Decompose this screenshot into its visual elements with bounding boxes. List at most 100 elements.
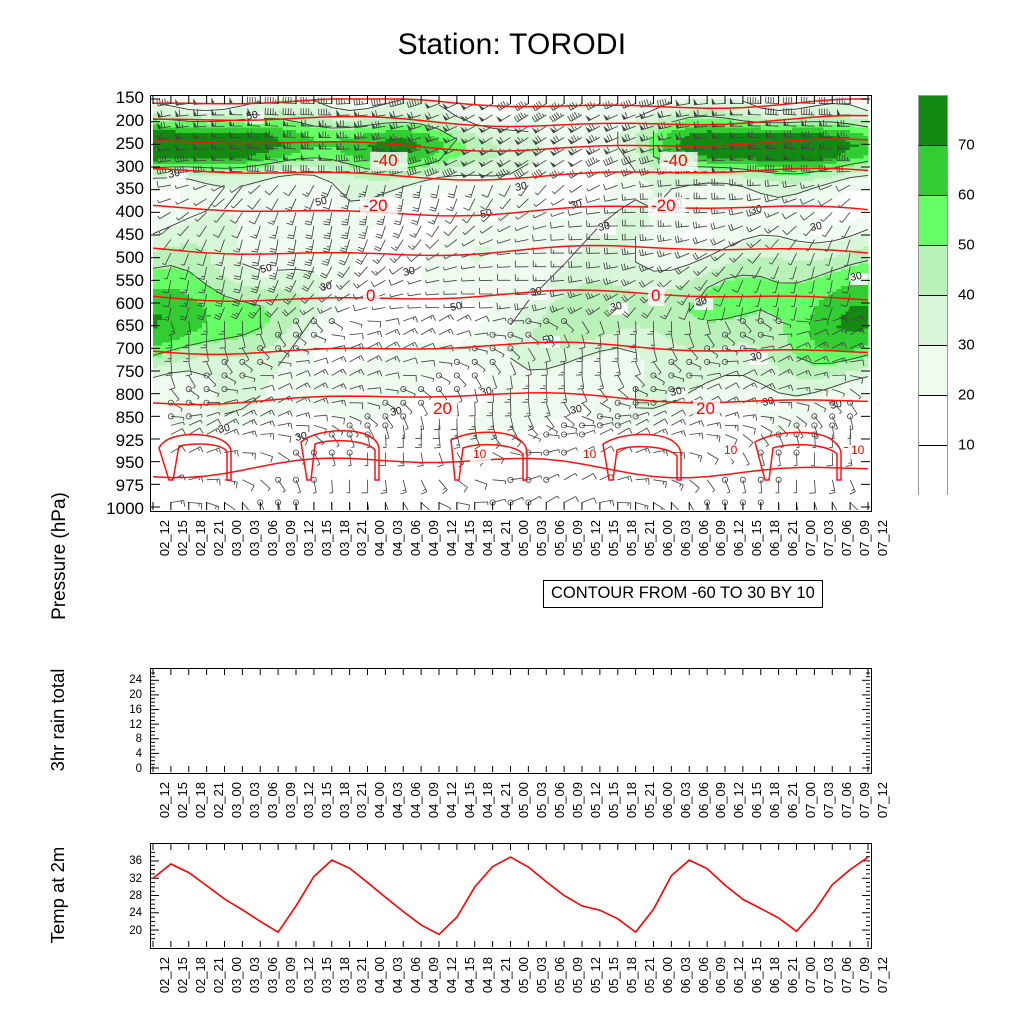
wind-barb-shaft	[760, 356, 773, 363]
wind-barb-half	[772, 291, 776, 294]
wind-barb-pennant	[836, 108, 841, 116]
wind-barb-shaft	[438, 314, 451, 322]
wind-barb-full	[231, 313, 238, 318]
wind-barb-half	[380, 191, 384, 194]
temp-panel-y-axis: 36 32 28 24 20	[96, 843, 142, 949]
wind-barb-full	[746, 242, 752, 249]
wind-barb-shaft	[510, 416, 514, 430]
wind-barb-half	[299, 332, 303, 335]
wind-barb-shaft	[849, 479, 856, 492]
wind-barb-pennant	[229, 153, 233, 161]
wind-barb-half	[409, 411, 413, 415]
wind-barb-full	[388, 268, 393, 275]
wind-barb-full	[610, 445, 615, 452]
wind-barb-half	[422, 488, 426, 491]
x-tick-label: 03_00	[229, 782, 244, 818]
wind-barb-half	[734, 412, 737, 417]
humidity-contour-line	[224, 395, 261, 415]
wind-barb-calm	[489, 358, 496, 365]
wind-barb-shaft	[706, 452, 719, 460]
wind-barb-full	[623, 263, 627, 270]
wind-barb-full	[735, 382, 740, 389]
wind-barb-full	[271, 409, 275, 416]
wind-barb-pennant	[300, 153, 305, 160]
wind-barb-full	[535, 136, 540, 143]
wind-barb-shaft	[188, 375, 196, 387]
wind-barb-full	[845, 465, 852, 467]
wind-barb-full	[620, 264, 624, 271]
wind-barb-full	[272, 433, 275, 440]
x-tick-label: 05_00	[516, 520, 531, 556]
wind-barb-full	[371, 270, 377, 276]
wind-barb-full	[339, 195, 346, 198]
wind-barb-half	[407, 269, 410, 273]
wind-barb-full	[341, 234, 348, 237]
wind-barb-half	[662, 382, 665, 386]
wind-barb-full	[285, 286, 292, 291]
wind-barb-shaft	[551, 211, 565, 217]
wind-barb-shaft	[802, 198, 815, 205]
colorbar-tick-label: 50	[958, 237, 975, 254]
x-tick-label: 06_21	[785, 520, 800, 556]
wind-barb-shaft	[581, 348, 584, 362]
wind-barb-full	[376, 233, 383, 237]
wind-barb-shaft	[760, 383, 773, 390]
wind-barb-full	[304, 206, 311, 210]
wind-barb-pennant	[783, 130, 787, 138]
wind-barb-shaft	[214, 198, 225, 208]
wind-barb-shaft	[206, 411, 220, 417]
wind-barb-full	[575, 496, 579, 503]
wind-barb-shaft	[510, 361, 517, 374]
x-tick-label: 03_12	[301, 957, 316, 993]
wind-barb-full	[710, 223, 713, 230]
wind-barb-full	[373, 248, 380, 252]
colorbar-band	[919, 396, 947, 446]
pressure-tick-label: 1000	[106, 499, 144, 519]
wind-barb-calm	[650, 399, 657, 406]
wind-barb-shaft	[640, 184, 654, 188]
wind-barb-shaft	[586, 266, 600, 269]
wind-barb-shaft	[233, 198, 243, 209]
wind-barb-half	[574, 126, 577, 130]
wind-barb-shaft	[313, 382, 326, 390]
wind-barb-calm	[489, 331, 496, 338]
rain-total-panel[interactable]	[150, 668, 872, 774]
wind-barb-calm	[739, 331, 746, 338]
wind-barb-shaft	[206, 418, 219, 426]
wind-barb-pennant	[567, 127, 574, 133]
wind-barb-half	[770, 277, 774, 280]
wind-barb-shaft	[510, 375, 513, 389]
wind-barb-full	[326, 415, 328, 422]
wind-barb-shaft	[474, 315, 487, 322]
wind-barb-shaft	[274, 225, 279, 239]
wind-barb-shaft	[198, 225, 207, 237]
temp-at-2m-panel[interactable]	[150, 843, 872, 949]
wind-barb-half	[493, 387, 497, 390]
wind-barb-half	[320, 309, 323, 313]
wind-barb-half	[609, 264, 611, 269]
wind-barb-half	[682, 379, 685, 383]
wind-barb-shaft	[617, 420, 630, 426]
wind-barb-half	[431, 220, 435, 223]
wind-barb-full	[317, 307, 321, 314]
wind-barb-shaft	[242, 386, 256, 390]
wind-barb-half	[483, 127, 486, 131]
wind-barb-pennant	[603, 137, 610, 143]
wind-barb-shaft	[242, 479, 255, 486]
wind-barb-full	[697, 109, 699, 116]
wind-barb-full	[264, 312, 270, 318]
wind-barb-half	[678, 370, 682, 373]
wind-barb-pennant	[478, 115, 485, 122]
wind-barb-full	[552, 136, 557, 143]
wind-barb-full	[736, 370, 740, 377]
wind-barb-shaft	[408, 125, 422, 131]
wind-barb-full	[712, 288, 719, 292]
upper-air-sounding-panel[interactable]: 50 30 50 50 30 30 50 30 30 30 30 30 30 30 30 30 30 30 30 30…	[150, 95, 872, 512]
wind-barb-pennant	[657, 134, 663, 141]
wind-barb-shaft	[166, 266, 172, 280]
wind-barb-full	[659, 234, 662, 242]
wind-barb-half	[398, 205, 402, 207]
wind-barb-half	[187, 330, 191, 333]
wind-barb-shaft	[545, 361, 548, 375]
wind-barb-full	[544, 360, 551, 364]
